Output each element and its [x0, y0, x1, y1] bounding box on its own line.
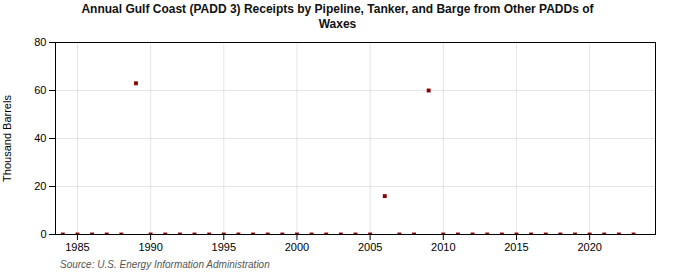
svg-text:Thousand Barrels: Thousand Barrels — [1, 95, 13, 182]
svg-text:2005: 2005 — [358, 241, 382, 253]
svg-text:1985: 1985 — [65, 241, 89, 253]
svg-text:2015: 2015 — [504, 241, 528, 253]
svg-text:1990: 1990 — [138, 241, 162, 253]
svg-text:2000: 2000 — [285, 241, 309, 253]
svg-text:2020: 2020 — [577, 241, 601, 253]
svg-text:2010: 2010 — [431, 241, 455, 253]
svg-text:1995: 1995 — [212, 241, 236, 253]
svg-text:20: 20 — [34, 180, 46, 192]
svg-text:40: 40 — [34, 132, 46, 144]
html-text:Annual Gulf Coast (PADD 3) Rec: Annual Gulf Coast (PADD 3) Receipts by P… — [81, 2, 594, 31]
svg-text:60: 60 — [34, 84, 46, 96]
svg-text:80: 80 — [34, 36, 46, 48]
html-text:Source: U.S. Energy Informatio: Source: U.S. Energy Information Administ… — [60, 259, 270, 270]
svg-text:0: 0 — [40, 228, 46, 240]
